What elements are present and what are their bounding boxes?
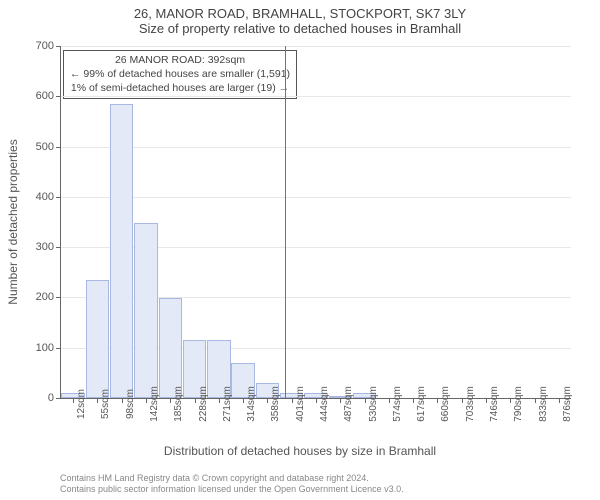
x-tick-label: 617sqm [416,386,427,422]
histogram-bar [159,298,182,398]
x-tick-mark [292,398,293,403]
x-tick-label: 487sqm [343,386,354,422]
page-title-description: Size of property relative to detached ho… [0,21,600,36]
y-tick-label: 500 [14,141,54,153]
y-tick-mark [56,247,61,248]
chart-container: 26, MANOR ROAD, BRAMHALL, STOCKPORT, SK7… [0,0,600,500]
x-tick-label: 12sqm [76,389,87,419]
y-tick-mark [56,297,61,298]
histogram-bar [86,280,109,398]
x-tick-label: 228sqm [198,386,209,422]
annotation-line2: ← 99% of detached houses are smaller (1,… [70,67,290,81]
y-tick-mark [56,348,61,349]
x-tick-label: 142sqm [149,386,160,422]
x-tick-label: 790sqm [513,386,524,422]
x-tick-mark [535,398,536,403]
y-tick-mark [56,96,61,97]
x-tick-mark [365,398,366,403]
y-tick-label: 300 [14,241,54,253]
y-tick-label: 100 [14,342,54,354]
grid-line [61,96,571,97]
y-tick-label: 600 [14,90,54,102]
y-tick-mark [56,398,61,399]
x-tick-mark [462,398,463,403]
x-tick-mark [486,398,487,403]
footer-line1: Contains HM Land Registry data © Crown c… [60,473,404,485]
x-tick-mark [170,398,171,403]
x-tick-label: 703sqm [465,386,476,422]
y-tick-label: 400 [14,191,54,203]
x-tick-mark [340,398,341,403]
x-tick-label: 530sqm [368,386,379,422]
footer-line2: Contains public sector information licen… [60,484,404,496]
x-tick-mark [510,398,511,403]
grid-line [61,147,571,148]
x-tick-label: 185sqm [173,386,184,422]
plot-area: 26 MANOR ROAD: 392sqm ← 99% of detached … [60,46,571,399]
x-tick-mark [97,398,98,403]
y-tick-label: 200 [14,291,54,303]
histogram-bar [134,223,157,398]
x-tick-mark [195,398,196,403]
x-tick-mark [559,398,560,403]
y-axis-label: Number of detached properties [6,139,20,304]
x-tick-label: 401sqm [295,386,306,422]
x-tick-label: 444sqm [319,386,330,422]
x-tick-mark [243,398,244,403]
x-tick-label: 98sqm [125,389,136,419]
histogram-bar [110,104,133,398]
x-tick-mark [267,398,268,403]
annotation-line3: 1% of semi-detached houses are larger (1… [70,81,290,95]
x-tick-mark [73,398,74,403]
x-tick-label: 660sqm [440,386,451,422]
y-tick-mark [56,46,61,47]
footer-credits: Contains HM Land Registry data © Crown c… [60,473,404,496]
x-tick-mark [389,398,390,403]
x-tick-mark [219,398,220,403]
x-tick-mark [316,398,317,403]
x-tick-label: 746sqm [489,386,500,422]
x-tick-mark [437,398,438,403]
reference-line [285,46,286,398]
y-tick-mark [56,197,61,198]
x-tick-label: 833sqm [538,386,549,422]
x-tick-label: 271sqm [222,386,233,422]
x-tick-label: 876sqm [562,386,573,422]
x-tick-mark [146,398,147,403]
x-tick-label: 574sqm [392,386,403,422]
x-axis-label: Distribution of detached houses by size … [0,444,600,458]
y-tick-label: 700 [14,40,54,52]
x-tick-label: 314sqm [246,386,257,422]
y-tick-mark [56,147,61,148]
x-tick-label: 55sqm [100,389,111,419]
x-tick-mark [122,398,123,403]
grid-line [61,197,571,198]
grid-line [61,46,571,47]
y-tick-label: 0 [14,392,54,404]
annotation-box: 26 MANOR ROAD: 392sqm ← 99% of detached … [63,50,297,99]
x-tick-mark [413,398,414,403]
x-tick-label: 358sqm [270,386,281,422]
page-title-address: 26, MANOR ROAD, BRAMHALL, STOCKPORT, SK7… [0,0,600,21]
annotation-line1: 26 MANOR ROAD: 392sqm [70,53,290,67]
